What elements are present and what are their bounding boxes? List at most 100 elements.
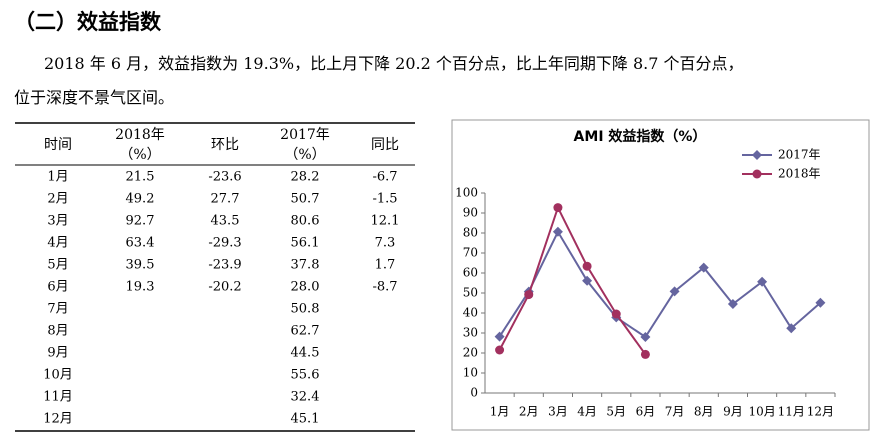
table-cell: 2月 [47, 192, 68, 207]
x-tick-label: 12月 [807, 405, 834, 419]
table-cell: 49.2 [126, 192, 155, 207]
data-point [786, 323, 797, 334]
table-cell: 1.7 [375, 258, 396, 273]
table-cell: 10月 [43, 368, 73, 383]
data-point [640, 332, 651, 342]
data-point [553, 203, 563, 213]
data-table: 时间 2018年 （%） 环比 2017年 （%） 同比 1月 21.5 -23.6 28.2 -6.… [15, 122, 415, 432]
table-cell: 62.7 [291, 324, 320, 339]
x-tick-label: 10月 [748, 405, 775, 419]
table-cell: 43.5 [211, 214, 240, 229]
x-tick-label: 4月 [577, 405, 597, 419]
data-point [669, 286, 680, 297]
data-point [524, 290, 534, 300]
series-line [498, 229, 822, 339]
data-point [611, 312, 622, 323]
table-cell: 21.5 [126, 170, 155, 185]
table-cell: 39.5 [126, 258, 155, 273]
table-cell: 92.7 [126, 214, 155, 229]
table-cell: 27.7 [211, 192, 240, 207]
x-tick-label: 8月 [694, 405, 714, 419]
data-point [523, 286, 534, 297]
table-cell: -23.9 [208, 258, 241, 273]
table-cell: 80.6 [291, 214, 320, 229]
table-cell: 11月 [43, 390, 73, 405]
data-point [640, 349, 650, 359]
data-point [582, 275, 593, 286]
table-cell: 19.3 [126, 280, 155, 295]
table-cell: 12月 [43, 412, 73, 427]
x-tick-label: 2月 [519, 405, 539, 419]
data-point [815, 297, 826, 308]
y-tick-label: 70 [463, 246, 478, 260]
table-cell: 9月 [47, 346, 68, 361]
table-cell: 12.1 [371, 214, 400, 229]
table-cell: 6月 [47, 280, 68, 295]
x-tick-label: 3月 [548, 405, 568, 419]
chart-title: AMI 效益指数（%） [574, 128, 707, 145]
table-header: 时间 [44, 137, 72, 153]
table-cell: -1.5 [372, 192, 397, 207]
table-header: 环比 [211, 137, 239, 153]
chart-frame [451, 119, 870, 431]
y-tick-label: 10 [463, 366, 478, 380]
table-cell: 63.4 [126, 236, 155, 251]
data-point [494, 331, 505, 342]
table-cell: 37.8 [291, 258, 320, 273]
data-point [698, 262, 709, 273]
table-cell: 28.2 [291, 170, 320, 185]
table-cell: 8月 [47, 324, 68, 339]
x-tick-label: 5月 [606, 405, 626, 419]
legend-label: 2017年 [778, 148, 821, 162]
table-cell: 4月 [47, 236, 68, 251]
x-tick-label: 6月 [636, 405, 656, 419]
table-cell: 55.6 [291, 368, 320, 383]
y-tick-label: 60 [463, 266, 478, 280]
table-cell: -23.6 [208, 170, 241, 185]
x-tick-label: 1月 [490, 405, 510, 419]
table-cell: 56.1 [291, 236, 320, 251]
table-header: 同比 [371, 137, 399, 153]
table-cell: 32.4 [291, 390, 320, 405]
table-cell: -29.3 [208, 236, 241, 251]
table-cell: 1月 [47, 170, 68, 185]
table-header: （%） [284, 147, 325, 163]
x-tick-label: 7月 [665, 405, 685, 419]
table-cell: 50.7 [291, 192, 320, 207]
y-tick-label: 100 [455, 186, 478, 200]
series-line [498, 204, 647, 355]
table-header: （%） [119, 147, 160, 163]
table-cell: -20.2 [208, 280, 241, 295]
y-tick-label: 0 [470, 386, 478, 400]
legend-marker [752, 150, 762, 160]
table-cell: 45.1 [291, 412, 320, 427]
data-point [552, 226, 563, 237]
paragraph-line: 2018 年 6 月，效益指数为 19.3%，比上月下降 20.2 个百分点，比… [44, 54, 744, 73]
table-cell: 50.8 [291, 302, 320, 317]
legend-marker [752, 169, 762, 179]
y-tick-label: 30 [463, 326, 478, 340]
table-header: 2018年 [115, 127, 165, 143]
legend-label: 2018年 [778, 167, 821, 181]
table-cell: -8.7 [372, 280, 397, 295]
data-point [495, 345, 505, 355]
table-cell: 5月 [47, 258, 68, 273]
x-tick-label: 9月 [723, 405, 743, 419]
y-tick-label: 50 [463, 286, 478, 300]
table-header: 2017年 [280, 127, 330, 143]
y-tick-label: 40 [463, 306, 478, 320]
table-cell: 28.0 [291, 280, 320, 295]
y-tick-label: 80 [463, 226, 478, 240]
table-cell: 3月 [47, 214, 68, 229]
data-point [611, 309, 621, 319]
data-point [582, 261, 592, 271]
data-point [727, 299, 738, 309]
section-title: （二）效益指数 [14, 10, 161, 34]
table-cell: -6.7 [372, 170, 397, 185]
table-cell: 7月 [47, 302, 68, 317]
table-cell: 44.5 [291, 346, 320, 361]
table-cell: 7.3 [375, 236, 396, 251]
paragraph-line: 位于深度不景气区间。 [14, 88, 175, 107]
y-tick-label: 90 [463, 206, 478, 220]
